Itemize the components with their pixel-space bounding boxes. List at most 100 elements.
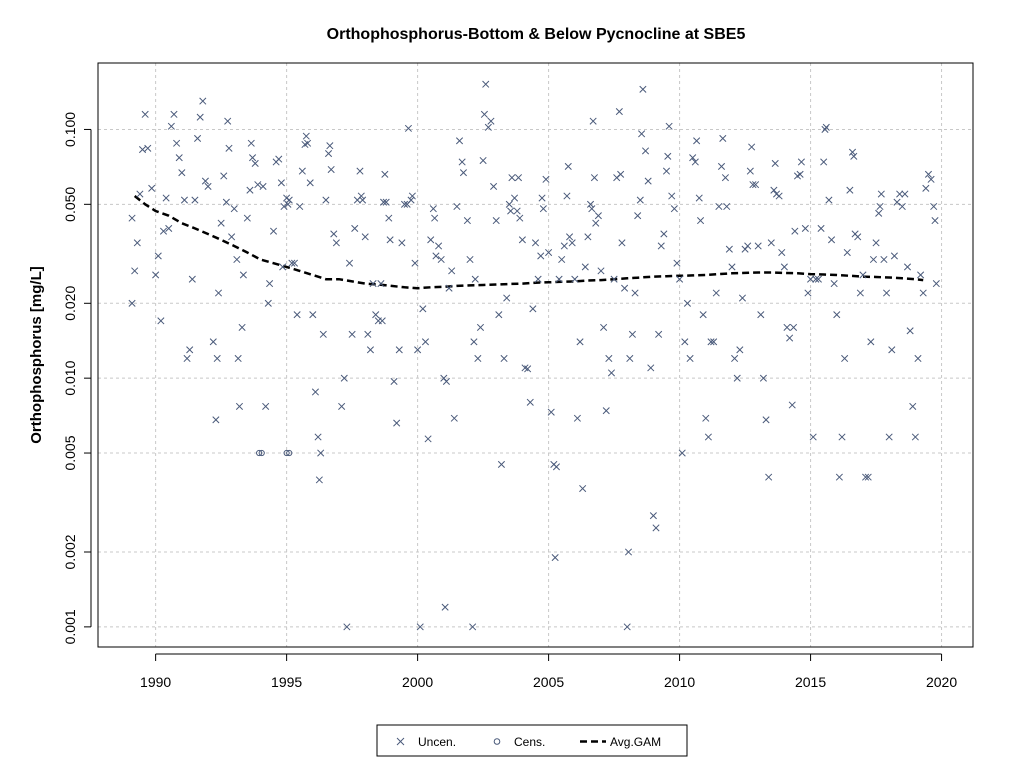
uncen-point-262 bbox=[744, 242, 752, 250]
uncen-point-69 bbox=[298, 167, 306, 175]
uncen-point-28 bbox=[201, 177, 209, 185]
uncen-point-296 bbox=[822, 123, 830, 131]
uncen-point-148 bbox=[480, 110, 488, 118]
uncen-point-122 bbox=[421, 338, 430, 346]
x-tick-label-5: 2015 bbox=[795, 674, 826, 690]
cens-point-0 bbox=[256, 449, 263, 457]
uncen-point-103 bbox=[378, 317, 386, 325]
uncen-point-159 bbox=[507, 207, 515, 215]
uncen-point-116 bbox=[407, 196, 415, 204]
uncen-point-322 bbox=[885, 433, 893, 441]
uncen-point-325 bbox=[893, 198, 901, 206]
uncen-point-192 bbox=[581, 263, 589, 271]
uncen-point-293 bbox=[817, 224, 825, 232]
uncen-point-199 bbox=[594, 212, 602, 220]
uncen-point-88 bbox=[343, 623, 351, 631]
uncen-point-307 bbox=[850, 152, 858, 160]
uncen-point-333 bbox=[914, 354, 922, 363]
uncen-point-149 bbox=[482, 80, 490, 88]
uncen-point-187 bbox=[568, 239, 576, 247]
uncen-point-306 bbox=[848, 148, 857, 156]
uncen-point-336 bbox=[922, 184, 930, 192]
uncen-point-193 bbox=[584, 233, 592, 241]
uncen-point-278 bbox=[780, 263, 788, 271]
uncen-point-185 bbox=[564, 162, 572, 170]
y-tick-label-1: 0.002 bbox=[62, 534, 78, 569]
plot-frame bbox=[97, 62, 974, 648]
uncen-point-91 bbox=[351, 224, 359, 232]
uncen-point-80 bbox=[322, 196, 330, 204]
uncen-point-167 bbox=[524, 365, 532, 373]
uncen-point-179 bbox=[551, 553, 559, 562]
uncen-point-132 bbox=[442, 377, 450, 386]
uncen-point-150 bbox=[484, 123, 492, 131]
uncen-point-112 bbox=[398, 239, 406, 247]
uncen-point-283 bbox=[791, 227, 799, 235]
uncen-point-319 bbox=[877, 190, 885, 198]
uncen-point-265 bbox=[749, 181, 757, 189]
uncen-point-229 bbox=[664, 152, 672, 160]
uncen-point-241 bbox=[693, 137, 701, 145]
uncen-point-304 bbox=[843, 248, 851, 257]
uncen-point-250 bbox=[715, 202, 723, 211]
uncen-point-312 bbox=[862, 473, 870, 481]
legend-item-gam: Avg.GAM bbox=[580, 735, 661, 749]
uncen-point-326 bbox=[896, 190, 904, 198]
uncen-point-48 bbox=[247, 139, 255, 147]
uncen-point-305 bbox=[846, 186, 854, 194]
uncen-point-27 bbox=[199, 97, 207, 105]
uncen-point-176 bbox=[545, 248, 553, 257]
legend-label-cens: Cens. bbox=[514, 735, 545, 749]
uncen-point-96 bbox=[361, 233, 369, 241]
uncen-point-310 bbox=[856, 289, 864, 297]
uncen-point-120 bbox=[416, 623, 424, 631]
uncen-point-317 bbox=[875, 209, 883, 217]
uncen-point-89 bbox=[345, 259, 354, 267]
uncen-point-157 bbox=[503, 294, 511, 302]
uncen-point-145 bbox=[474, 354, 482, 363]
uncen-point-242 bbox=[695, 194, 703, 202]
uncen-point-59 bbox=[277, 179, 285, 187]
uncen-point-10 bbox=[154, 252, 162, 260]
uncen-point-104 bbox=[380, 198, 388, 206]
uncen-point-98 bbox=[366, 346, 375, 354]
uncen-point-335 bbox=[919, 289, 927, 297]
uncen-point-86 bbox=[338, 402, 346, 410]
uncen-point-1 bbox=[128, 299, 136, 307]
uncen-point-301 bbox=[835, 473, 843, 481]
uncen-point-208 bbox=[617, 170, 625, 178]
uncen-point-260 bbox=[738, 294, 747, 302]
uncen-point-153 bbox=[492, 217, 500, 225]
uncen-point-173 bbox=[538, 194, 546, 202]
y-tick-label-3: 0.010 bbox=[62, 360, 78, 395]
uncen-point-323 bbox=[888, 346, 896, 354]
uncen-point-8 bbox=[148, 184, 156, 192]
uncen-point-24 bbox=[191, 196, 199, 204]
uncen-point-55 bbox=[266, 280, 274, 288]
uncen-point-95 bbox=[359, 196, 367, 204]
uncen-point-212 bbox=[624, 548, 633, 556]
uncen-point-85 bbox=[332, 239, 340, 247]
grid bbox=[98, 63, 973, 647]
x-tick-label-1: 1995 bbox=[271, 674, 302, 690]
uncen-point-324 bbox=[890, 252, 898, 260]
uncen-point-106 bbox=[382, 198, 390, 206]
uncen-point-152 bbox=[490, 182, 498, 190]
uncen-point-65 bbox=[288, 259, 296, 267]
uncen-point-52 bbox=[259, 182, 267, 190]
uncen-point-87 bbox=[340, 374, 348, 382]
uncen-point-162 bbox=[513, 207, 521, 215]
uncen-point-174 bbox=[539, 205, 547, 213]
uncen-point-329 bbox=[903, 263, 912, 271]
uncen-point-273 bbox=[770, 186, 778, 194]
legend-x-marker-icon bbox=[396, 737, 405, 746]
uncen-point-224 bbox=[652, 524, 660, 532]
uncen-point-309 bbox=[854, 233, 862, 241]
uncen-point-170 bbox=[531, 239, 540, 247]
uncen-point-135 bbox=[450, 414, 458, 422]
uncen-point-240 bbox=[691, 158, 699, 166]
uncen-point-197 bbox=[590, 174, 598, 182]
uncen-point-115 bbox=[404, 124, 412, 132]
gam-line-group bbox=[133, 195, 924, 290]
uncen-point-81 bbox=[324, 149, 333, 158]
